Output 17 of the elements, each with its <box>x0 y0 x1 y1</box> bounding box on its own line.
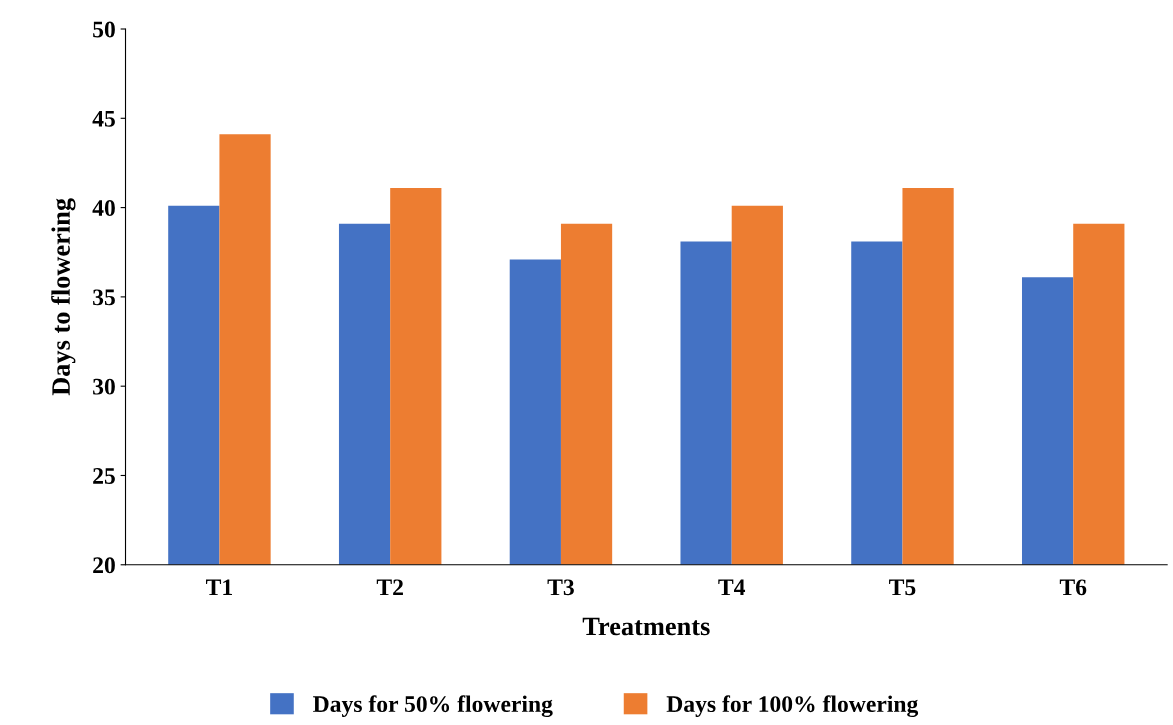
y-tick-label: 35 <box>93 289 115 306</box>
x-tick-label: T1 <box>206 579 232 596</box>
y-tick-label: 30 <box>93 378 115 395</box>
x-tick-label: T6 <box>1059 579 1087 596</box>
y-tick-label: 50 <box>93 21 115 38</box>
y-tick-label: 20 <box>93 557 115 574</box>
x-tick-label: T5 <box>889 579 916 596</box>
y-tick-label: 40 <box>92 200 115 217</box>
x-axis-title: Treatments <box>582 617 710 636</box>
y-axis-title: Days to flowering <box>51 198 76 396</box>
y-tick-label: 25 <box>93 468 115 484</box>
x-tick-label: T3 <box>547 579 574 596</box>
x-tick-label: T4 <box>718 579 746 596</box>
legend-label: Days for 100% flowering <box>666 695 919 718</box>
x-tick-label: T2 <box>376 579 403 596</box>
legend-label: Days for 50% flowering <box>313 695 553 718</box>
y-tick-label: 45 <box>92 110 115 127</box>
